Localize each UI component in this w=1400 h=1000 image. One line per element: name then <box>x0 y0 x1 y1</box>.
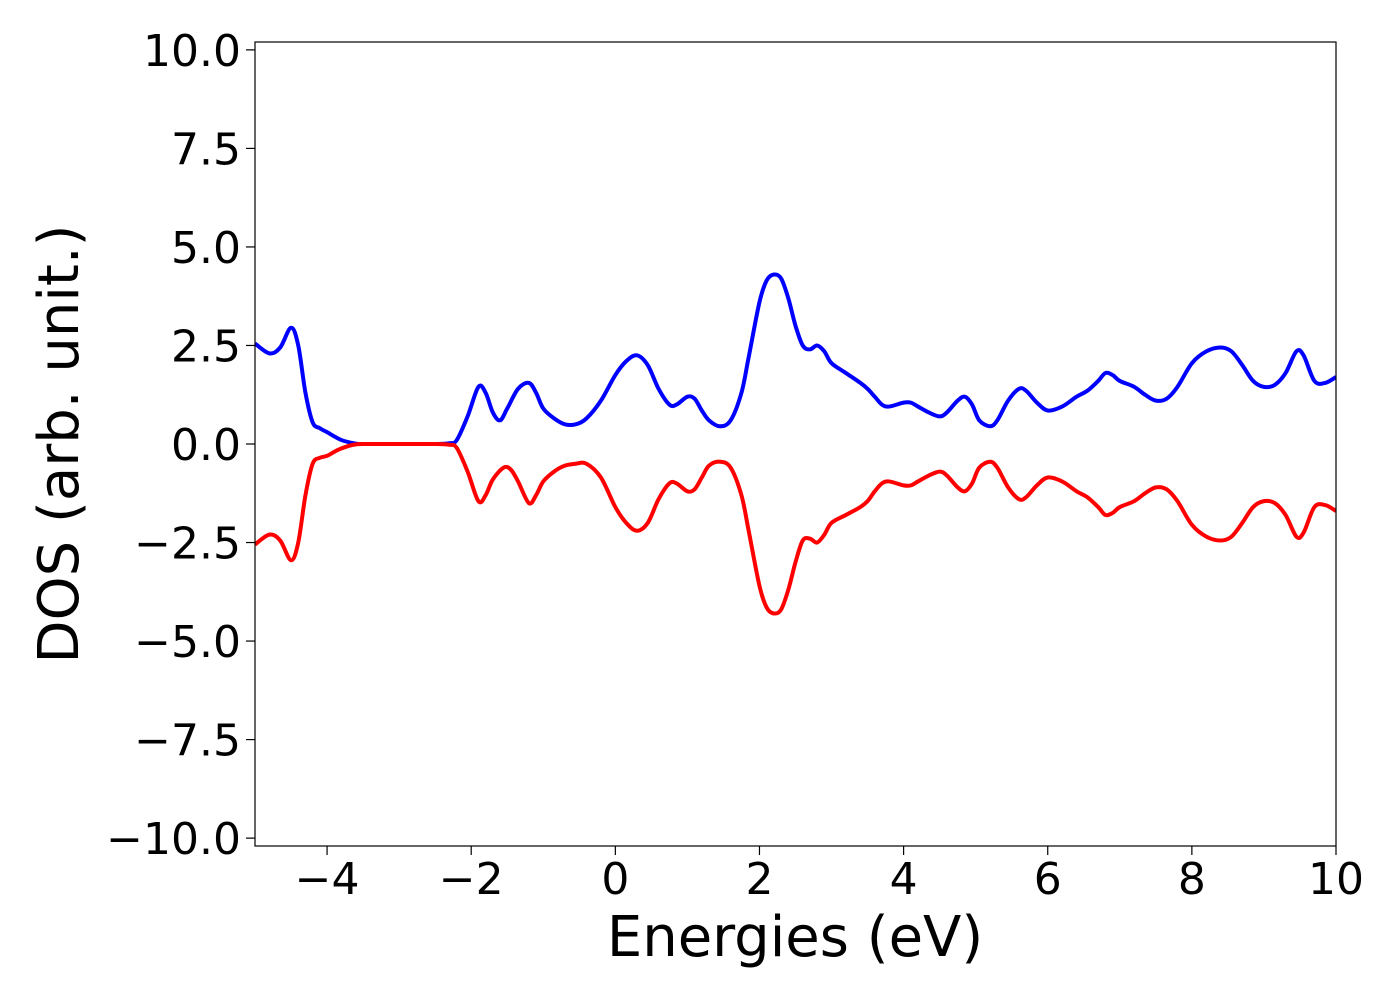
y-tick-label: −2.5 <box>134 519 241 570</box>
series-line-spin-up <box>255 272 1336 447</box>
y-tick-label: −10.0 <box>106 814 241 865</box>
y-axis-ticks: 10.0 7.5 5.0 2.5 0.0 −2.5 −5.0 −7.5 −10.0 <box>106 26 255 865</box>
x-tick-label: −4 <box>295 854 360 905</box>
x-tick-label: 8 <box>1178 854 1206 905</box>
x-tick-label: −2 <box>439 854 504 905</box>
y-tick-label: −5.0 <box>134 617 241 668</box>
x-axis-label: Energies (eV) <box>607 905 983 970</box>
y-tick-label: 5.0 <box>171 223 241 274</box>
y-axis-label: DOS (arb. unit.) <box>27 224 92 663</box>
series-layer <box>255 272 1336 616</box>
x-axis-ticks: −4 −2 0 2 4 6 8 10 <box>295 846 1364 905</box>
x-tick-label: 0 <box>601 854 629 905</box>
x-tick-label: 4 <box>890 854 918 905</box>
y-tick-label: 0.0 <box>171 420 241 471</box>
x-tick-label: 6 <box>1034 854 1062 905</box>
y-tick-label: 2.5 <box>171 321 241 372</box>
y-tick-label: 10.0 <box>143 26 241 77</box>
series-line-spin-down <box>255 441 1336 616</box>
x-tick-label: 10 <box>1308 854 1364 905</box>
x-tick-label: 2 <box>745 854 773 905</box>
y-tick-label: −7.5 <box>134 716 241 767</box>
y-tick-label: 7.5 <box>171 124 241 175</box>
